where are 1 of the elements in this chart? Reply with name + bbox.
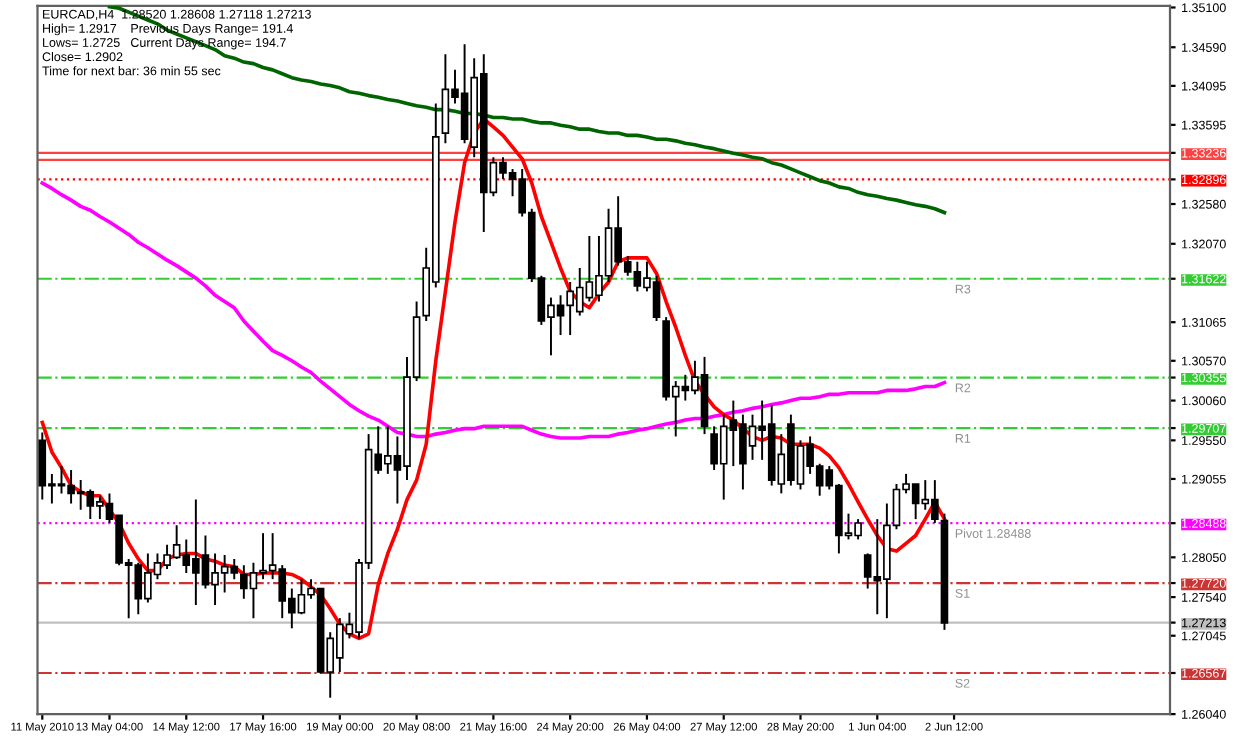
- line-series: [40, 181, 947, 440]
